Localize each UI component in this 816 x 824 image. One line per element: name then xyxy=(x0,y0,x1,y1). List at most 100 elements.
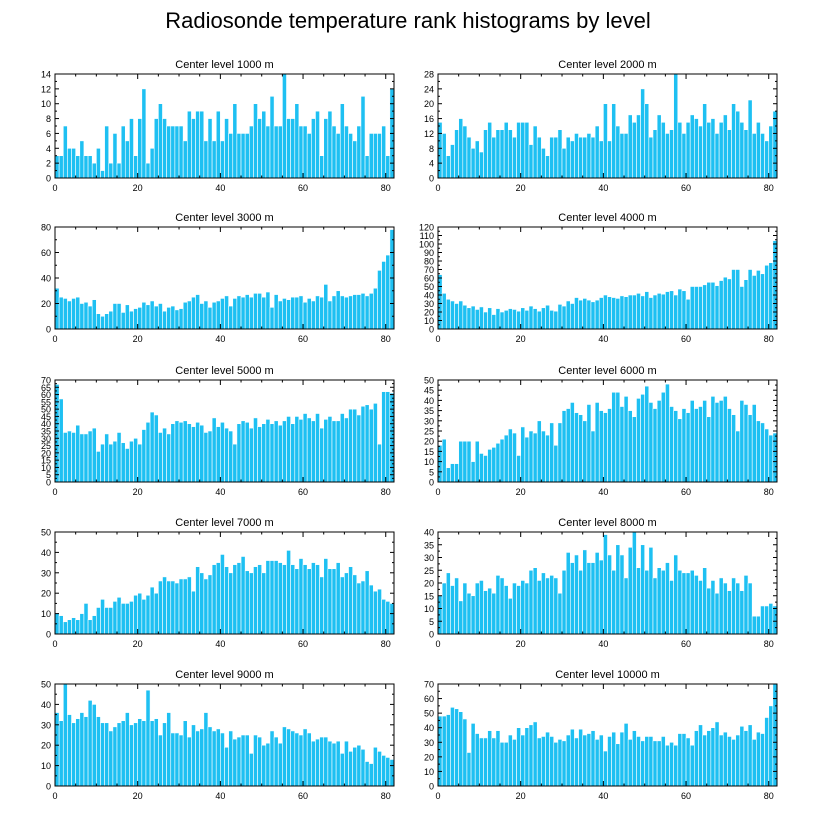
bar xyxy=(207,726,213,787)
bar xyxy=(253,292,258,330)
bar xyxy=(199,728,205,787)
bar xyxy=(731,739,736,787)
x-tick-label: 20 xyxy=(133,487,143,497)
bar xyxy=(751,133,757,179)
bar xyxy=(249,427,254,483)
bar xyxy=(718,577,724,635)
bar xyxy=(211,301,217,330)
bar xyxy=(594,739,600,787)
bar xyxy=(129,724,134,787)
bar xyxy=(178,421,184,483)
bar xyxy=(454,303,459,330)
bar xyxy=(627,410,633,483)
x-tick-label: 20 xyxy=(516,334,526,344)
bar xyxy=(598,734,604,787)
bar xyxy=(228,730,234,787)
x-tick-label: 80 xyxy=(764,639,774,649)
bar xyxy=(79,613,85,635)
bar xyxy=(282,726,287,787)
bar xyxy=(727,129,732,179)
bar xyxy=(454,708,459,787)
x-tick-label: 20 xyxy=(133,791,143,801)
bar xyxy=(108,730,114,787)
bar xyxy=(220,421,225,483)
bar xyxy=(512,739,517,787)
bar xyxy=(549,136,555,179)
bar xyxy=(507,428,513,483)
bar xyxy=(487,307,493,330)
bar xyxy=(756,731,761,787)
bar xyxy=(178,734,184,787)
bar xyxy=(108,607,114,635)
bar xyxy=(656,740,662,787)
bar xyxy=(253,734,258,787)
bar xyxy=(454,463,459,483)
bar xyxy=(282,420,287,483)
bar xyxy=(79,140,85,179)
bar xyxy=(356,744,362,787)
y-tick-label: 0 xyxy=(429,478,434,488)
bar xyxy=(689,400,695,483)
bar xyxy=(306,133,312,179)
bar xyxy=(582,734,588,787)
bar xyxy=(149,586,155,635)
bar xyxy=(541,307,546,330)
bar xyxy=(249,296,254,330)
x-tick-label: 0 xyxy=(52,183,57,193)
y-tick-label: 40 xyxy=(41,700,51,710)
bar xyxy=(507,597,513,635)
bar xyxy=(445,572,451,635)
y-tick-label: 10 xyxy=(424,316,434,326)
bar xyxy=(96,147,101,179)
bar xyxy=(182,578,188,635)
bar xyxy=(627,546,633,635)
bar xyxy=(574,133,579,179)
bar xyxy=(323,558,329,635)
bar xyxy=(153,414,159,483)
bar xyxy=(677,288,683,330)
y-tick-label: 50 xyxy=(424,376,434,386)
bar xyxy=(685,412,691,483)
bar xyxy=(162,576,167,635)
y-tick-label: 0 xyxy=(46,782,51,792)
bar xyxy=(557,129,563,179)
bar xyxy=(306,568,312,635)
bar xyxy=(462,582,468,635)
bar xyxy=(743,730,749,787)
bar xyxy=(520,426,526,483)
bar xyxy=(739,400,745,483)
bar xyxy=(582,549,588,635)
bar xyxy=(364,404,370,483)
bar xyxy=(627,294,633,330)
bar xyxy=(669,290,674,330)
bar xyxy=(269,95,275,179)
bar xyxy=(87,619,93,635)
y-tick-label: 20 xyxy=(424,437,434,447)
x-tick-label: 60 xyxy=(298,334,308,344)
bar xyxy=(549,309,555,330)
y-tick-label: 100 xyxy=(419,240,434,250)
x-tick-label: 60 xyxy=(298,487,308,497)
bar xyxy=(273,420,279,483)
bar xyxy=(104,722,110,787)
y-tick-label: 45 xyxy=(424,386,434,396)
x-tick-label: 60 xyxy=(681,334,691,344)
bar xyxy=(377,133,382,179)
bar xyxy=(611,569,617,635)
bar xyxy=(545,304,550,330)
bar xyxy=(311,300,316,330)
bar xyxy=(772,110,778,179)
bar xyxy=(116,162,122,179)
bar xyxy=(764,428,770,483)
bar xyxy=(112,303,118,330)
bar xyxy=(158,432,163,483)
bar xyxy=(499,438,505,483)
bar xyxy=(450,585,455,635)
bar xyxy=(702,567,708,635)
bar xyxy=(598,140,604,179)
bar xyxy=(112,726,118,787)
panel-title: Center level 2000 m xyxy=(558,59,656,71)
bar xyxy=(495,575,501,635)
bar xyxy=(627,114,633,179)
bar xyxy=(503,585,509,635)
